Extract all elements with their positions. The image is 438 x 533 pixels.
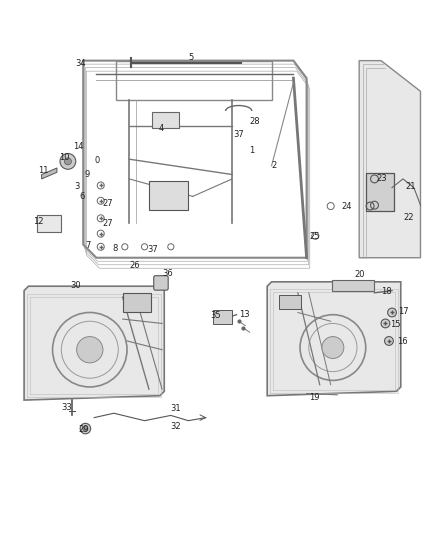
Text: 20: 20 [355,270,365,279]
FancyBboxPatch shape [152,112,179,128]
Text: 6: 6 [79,192,85,201]
Polygon shape [24,286,164,400]
Text: 10: 10 [59,154,70,163]
Text: 3: 3 [74,182,79,191]
Circle shape [83,426,88,431]
Text: 16: 16 [397,337,407,346]
Circle shape [60,154,76,169]
Circle shape [80,423,91,434]
Polygon shape [267,282,401,395]
Text: 26: 26 [130,261,140,270]
Text: 37: 37 [233,130,244,139]
Text: 12: 12 [33,217,43,227]
Text: 8: 8 [112,245,117,254]
Text: 36: 36 [162,270,173,278]
Text: 1: 1 [249,146,254,155]
FancyBboxPatch shape [366,173,394,211]
Text: 21: 21 [406,182,416,191]
Text: 9: 9 [85,170,90,179]
Text: 30: 30 [70,281,81,290]
FancyBboxPatch shape [279,295,301,310]
Text: 15: 15 [390,320,400,329]
Text: 31: 31 [171,405,181,414]
Text: 11: 11 [39,166,49,175]
Text: 28: 28 [250,117,260,126]
Text: 14: 14 [73,142,83,151]
Text: 4: 4 [159,125,164,133]
Text: 35: 35 [210,311,221,320]
Text: 37: 37 [147,245,158,254]
FancyBboxPatch shape [149,181,188,209]
FancyBboxPatch shape [123,293,151,312]
Circle shape [322,336,344,359]
Text: 18: 18 [381,287,392,296]
Circle shape [385,336,393,345]
Text: 32: 32 [171,422,181,431]
FancyBboxPatch shape [154,276,168,290]
Text: 34: 34 [75,59,85,68]
Polygon shape [42,168,57,179]
Polygon shape [359,61,420,258]
Text: 7: 7 [86,241,91,250]
Text: 27: 27 [102,219,113,228]
Text: 19: 19 [309,392,320,401]
Text: 33: 33 [61,403,72,412]
Circle shape [64,158,71,165]
FancyBboxPatch shape [213,310,232,324]
Text: 2: 2 [271,161,276,170]
Text: 0: 0 [95,156,100,165]
Circle shape [388,308,396,317]
Text: 29: 29 [79,425,89,434]
Text: 13: 13 [239,310,250,319]
FancyBboxPatch shape [332,280,374,290]
Text: 22: 22 [403,213,413,222]
Text: 5: 5 [188,53,193,62]
Bar [37,215,61,232]
Text: 17: 17 [398,306,408,316]
Text: 27: 27 [102,199,113,208]
Text: 23: 23 [377,174,387,182]
Text: 25: 25 [309,232,320,241]
Circle shape [381,319,390,328]
Text: 24: 24 [342,201,352,211]
Circle shape [77,336,103,363]
